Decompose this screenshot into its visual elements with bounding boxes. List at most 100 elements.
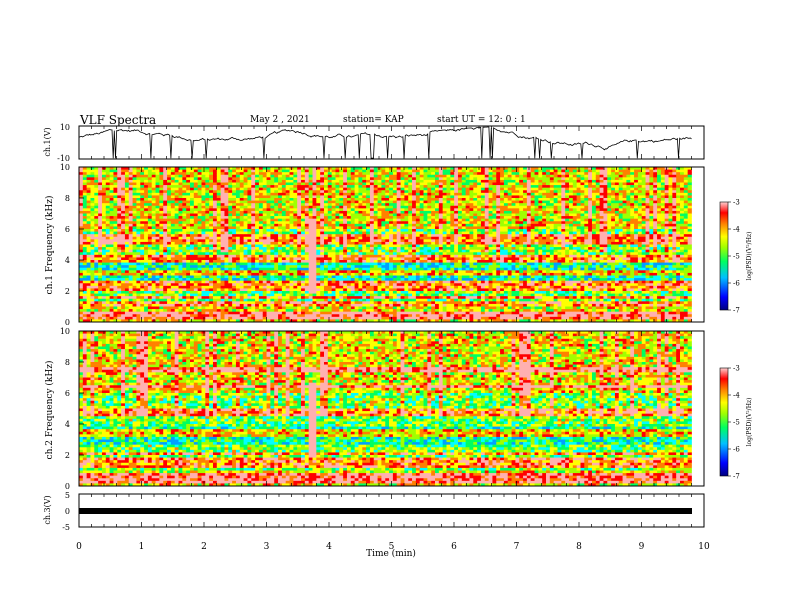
spectrogram-cell: [94, 285, 99, 289]
spectrogram-cell: [247, 296, 252, 300]
spectrogram-cell: [255, 203, 260, 207]
spectrogram-cell: [220, 182, 225, 186]
spectrogram-cell: [308, 265, 313, 269]
spectrogram-cell: [235, 257, 241, 261]
spectrogram-cell: [147, 247, 153, 251]
spectrogram-cell: [109, 216, 114, 220]
spectrogram-cell: [243, 221, 248, 225]
spectrogram-cell: [385, 257, 390, 261]
spectrogram-cell: [205, 185, 210, 189]
spectrogram-cell: [239, 195, 244, 199]
spectrogram-cell: [270, 200, 275, 204]
spectrogram-cell: [339, 221, 344, 225]
spectrogram-cell: [312, 203, 317, 207]
spectrogram-cell: [346, 172, 352, 176]
spectrogram-cell: [101, 182, 107, 186]
spectrogram-cell: [174, 285, 179, 289]
spectrogram-cell: [228, 218, 233, 222]
spectrogram-cell: [82, 309, 88, 313]
spectrogram-cell: [121, 296, 126, 300]
spectrogram-cell: [373, 296, 378, 300]
spectrogram-cell: [178, 272, 183, 276]
spectrogram-cell: [201, 190, 206, 194]
spectrogram-cell: [232, 182, 237, 186]
spectrogram-cell: [163, 205, 168, 209]
spectrogram-cell: [224, 311, 229, 315]
spectrogram-cell: [274, 306, 279, 310]
spectrogram-cell: [316, 177, 321, 181]
spectrogram-cell: [190, 200, 195, 204]
spectrogram-cell: [163, 275, 168, 279]
spectrogram-cell: [247, 187, 252, 191]
spectrogram-cell: [201, 213, 206, 217]
spectrogram-cell: [82, 205, 88, 209]
spectrogram-cell: [262, 280, 267, 284]
spectrogram-cell: [124, 293, 130, 297]
spectrogram-cell: [285, 265, 290, 269]
spectrogram-cell: [220, 203, 225, 207]
spectrogram-cell: [262, 203, 267, 207]
spectrogram-cell: [350, 200, 355, 204]
spectrogram-cell: [358, 187, 363, 191]
spectrogram-cell: [124, 283, 130, 287]
spectrogram-cell: [193, 208, 199, 212]
spectrogram-cell: [251, 316, 256, 320]
spectrogram-cell: [159, 309, 164, 313]
spectrogram-cell: [385, 270, 390, 274]
spectrogram-cell: [220, 293, 225, 297]
spectrogram-cell: [350, 216, 355, 220]
spectrogram-cell: [243, 252, 248, 256]
spectrogram-cell: [373, 311, 378, 315]
spectrogram-cell: [258, 182, 264, 186]
spectrogram-cell: [243, 218, 248, 222]
spectrogram-cell: [293, 296, 298, 300]
spectrogram-cell: [289, 257, 294, 261]
spectrogram-cell: [82, 169, 88, 173]
spectrogram-cell: [346, 265, 352, 269]
spectrogram-cell: [301, 216, 306, 220]
spectrogram-cell: [274, 236, 279, 240]
spectrogram-cell: [82, 216, 88, 220]
spectrogram-cell: [147, 314, 153, 318]
spectrogram-cell: [170, 185, 176, 189]
spectrogram-cell: [239, 247, 244, 251]
spectrogram-cell: [109, 218, 114, 222]
spectrogram-cell: [128, 241, 133, 245]
spectrogram-cell: [339, 249, 344, 253]
spectrogram-cell: [331, 182, 336, 186]
spectrogram-cell: [212, 190, 218, 194]
spectrogram-cell: [297, 267, 302, 271]
spectrogram-cell: [331, 288, 336, 292]
spectrogram-cell: [312, 169, 317, 173]
spectrogram-cell: [159, 203, 164, 207]
spectrogram-cell: [301, 203, 306, 207]
spectrogram-cell: [304, 278, 310, 282]
spectrogram-cell: [235, 265, 241, 269]
spectrogram-cell: [255, 247, 260, 251]
spectrogram-cell: [79, 314, 84, 318]
spectrogram-cell: [239, 272, 244, 276]
spectrogram-cell: [297, 216, 302, 220]
spectrogram-cell: [304, 174, 310, 178]
spectrogram-cell: [113, 213, 118, 217]
spectrogram-cell: [304, 283, 310, 287]
spectrogram-cell: [224, 205, 229, 209]
spectrogram-cell: [140, 236, 145, 240]
spectrogram-cell: [285, 301, 290, 305]
spectrogram-cell: [343, 203, 348, 207]
spectrogram-cell: [235, 280, 241, 284]
spectrogram-cell: [144, 306, 149, 310]
spectrogram-cell: [350, 270, 355, 274]
spectrogram-cell: [182, 293, 187, 297]
spectrogram-cell: [251, 208, 256, 212]
spectrogram-cell: [369, 314, 375, 318]
spectrogram-cell: [255, 223, 260, 227]
spectrogram-cell: [239, 174, 244, 178]
spectrogram-cell: [308, 185, 313, 189]
spectrogram-cell: [324, 270, 329, 274]
spectrogram-cell: [197, 198, 202, 201]
spectrogram-cell: [258, 293, 264, 297]
spectrogram-cell: [144, 285, 149, 289]
spectrogram-cell: [369, 239, 375, 243]
spectrogram-cell: [285, 311, 290, 315]
